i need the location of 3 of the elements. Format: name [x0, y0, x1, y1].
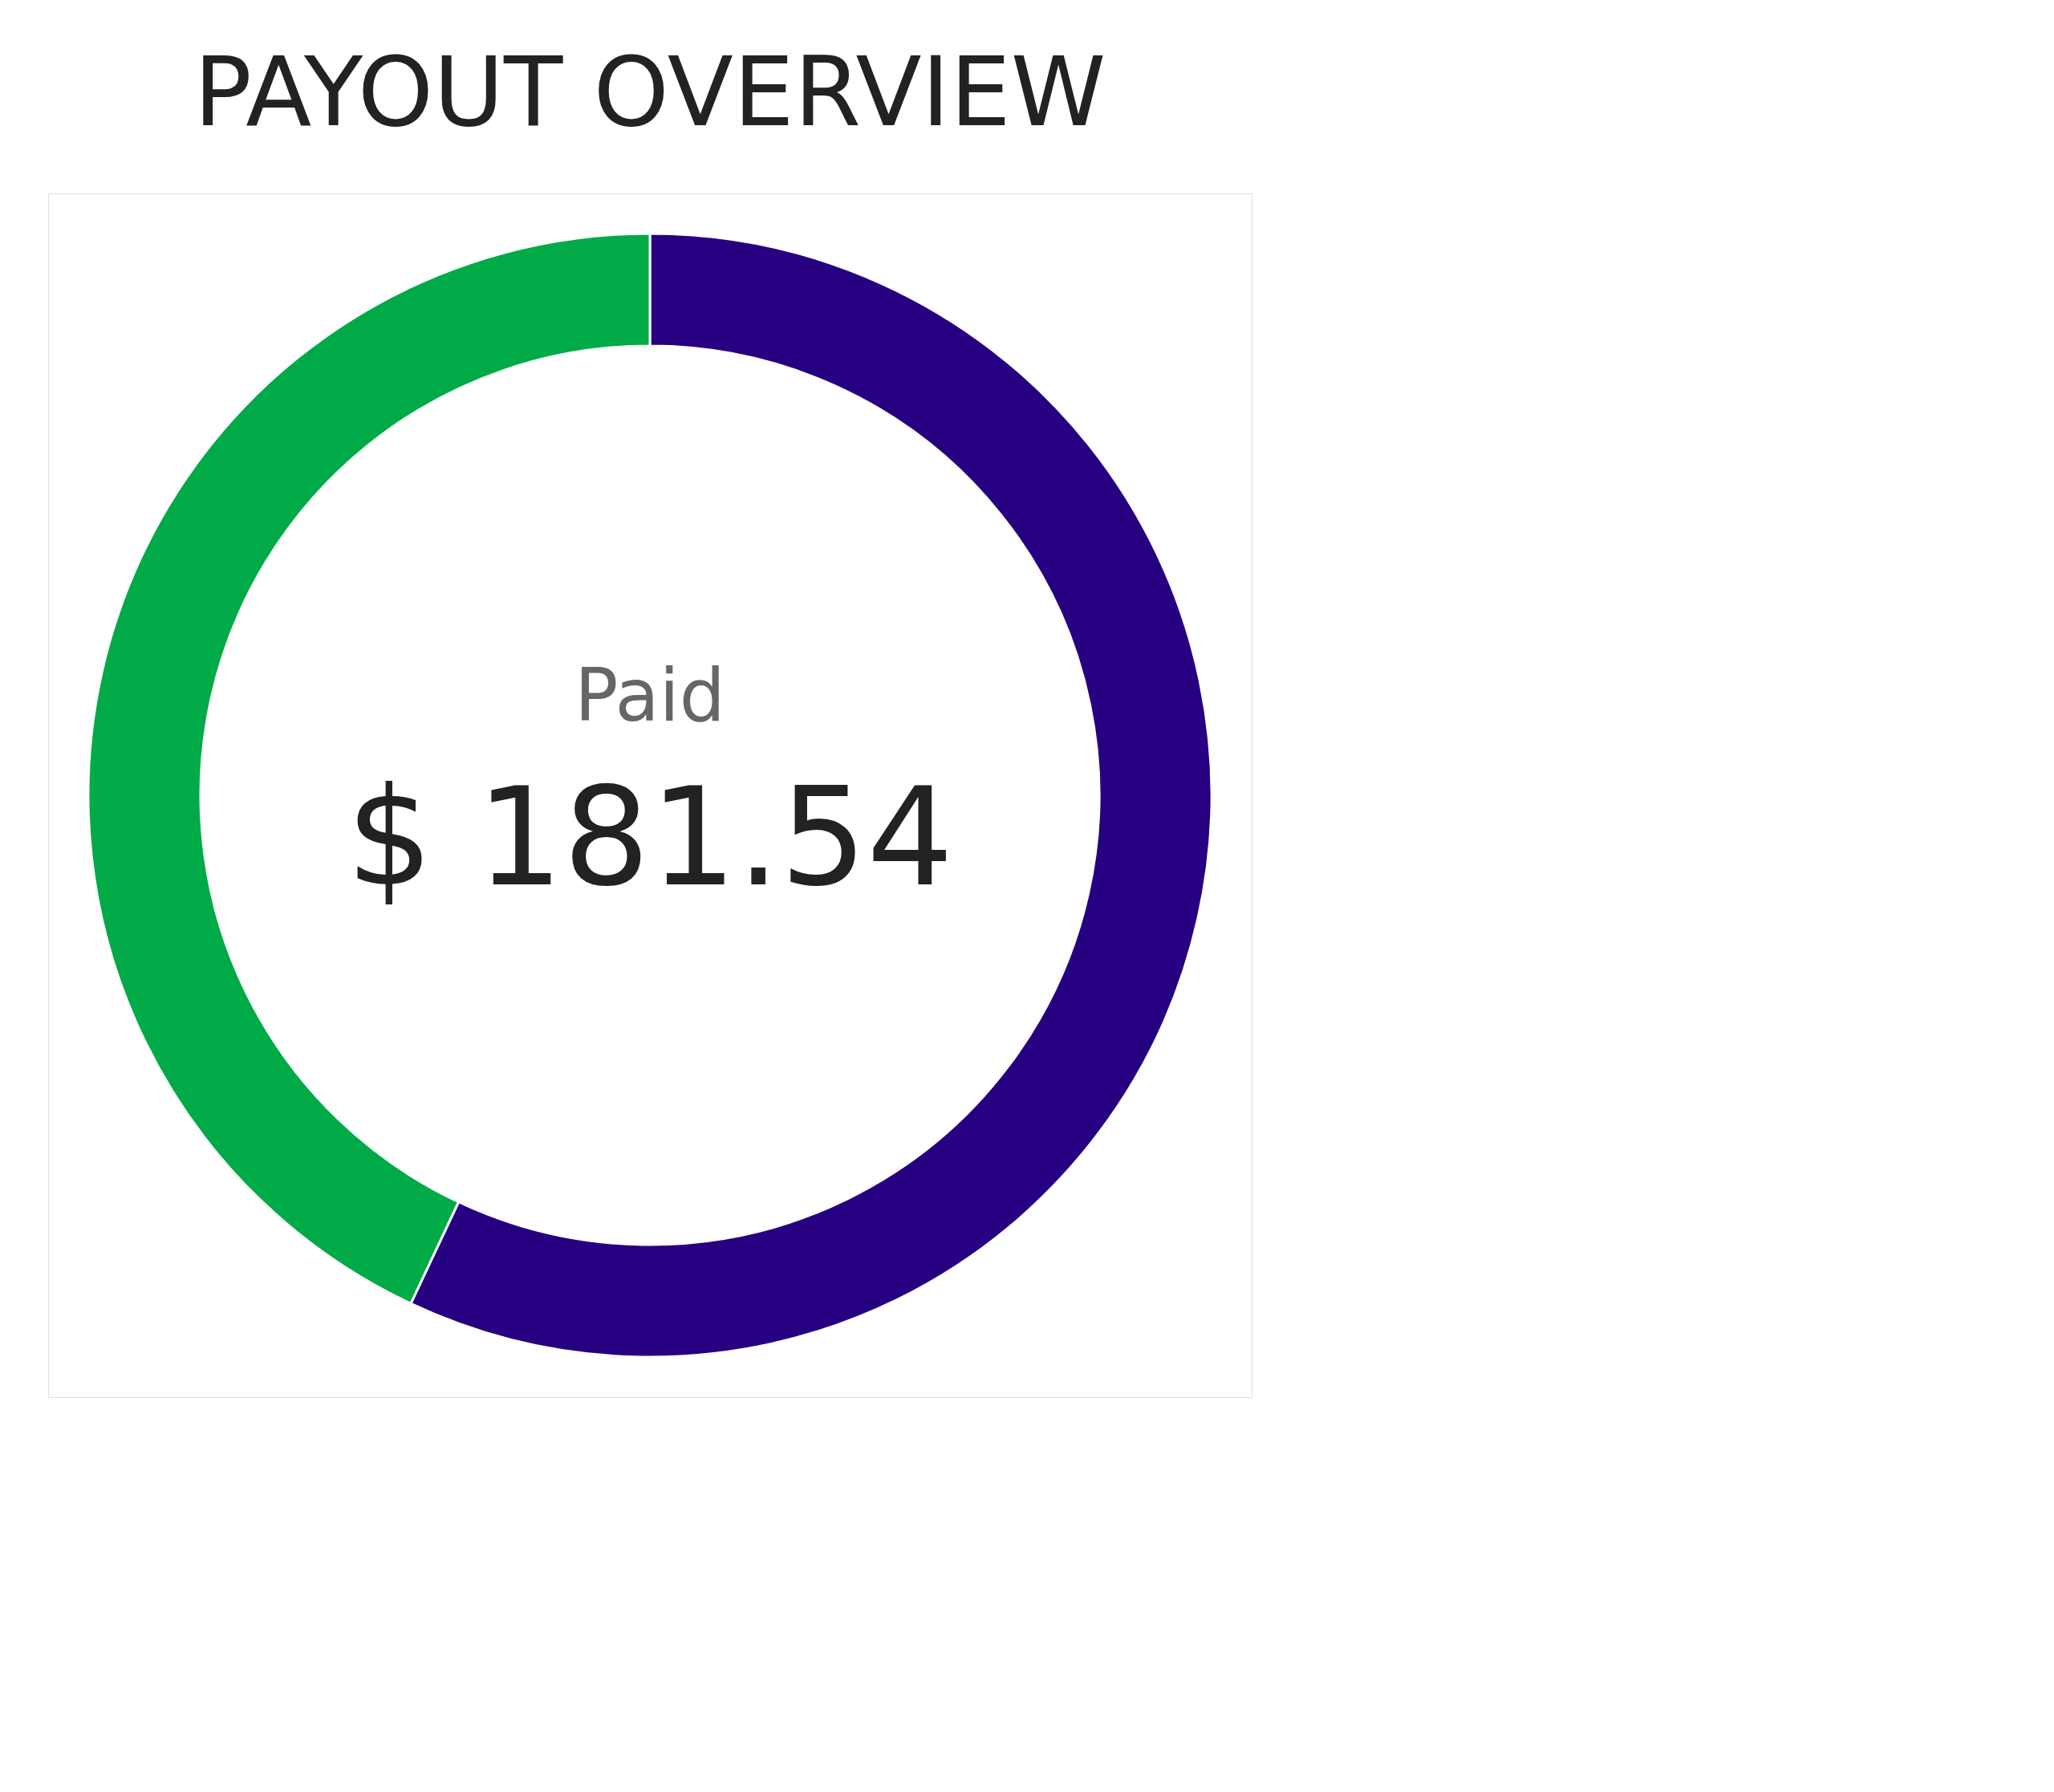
text: Paid: [574, 653, 725, 738]
text: $ 181.54: [346, 758, 954, 916]
chart-title: PAYOUT OVERVIEW: [193, 36, 1106, 148]
